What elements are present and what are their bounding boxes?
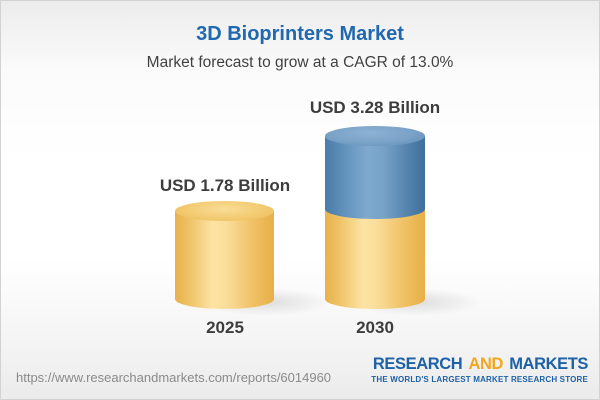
- research-and-markets-logo[interactable]: RESEARCH AND MARKETS THE WORLD'S LARGEST…: [371, 356, 588, 384]
- value-label-2030: USD 3.28 Billion: [309, 98, 441, 117]
- logo-word-research: RESEARCH: [372, 355, 463, 373]
- logo-tagline: THE WORLD'S LARGEST MARKET RESEARCH STOR…: [371, 374, 588, 384]
- cylinder-2030-growth: [325, 126, 425, 219]
- cylinder-2025-base: [175, 201, 274, 309]
- axis-label-2025: 2025: [206, 318, 244, 337]
- value-label-2025: USD 1.78 Billion: [159, 176, 291, 195]
- logo-word-and: AND: [468, 355, 504, 373]
- logo-word-markets: MARKETS: [509, 355, 588, 373]
- page-subtitle: Market forecast to grow at a CAGR of 13.…: [146, 54, 454, 71]
- page-title: 3D Bioprinters Market: [196, 23, 404, 45]
- axis-label-2030: 2030: [356, 318, 394, 337]
- report-url-link[interactable]: https://www.researchandmarkets.com/repor…: [16, 370, 332, 385]
- cylinder-2030-base: [325, 209, 425, 309]
- logo-wordmark: RESEARCH AND MARKETS: [371, 355, 589, 373]
